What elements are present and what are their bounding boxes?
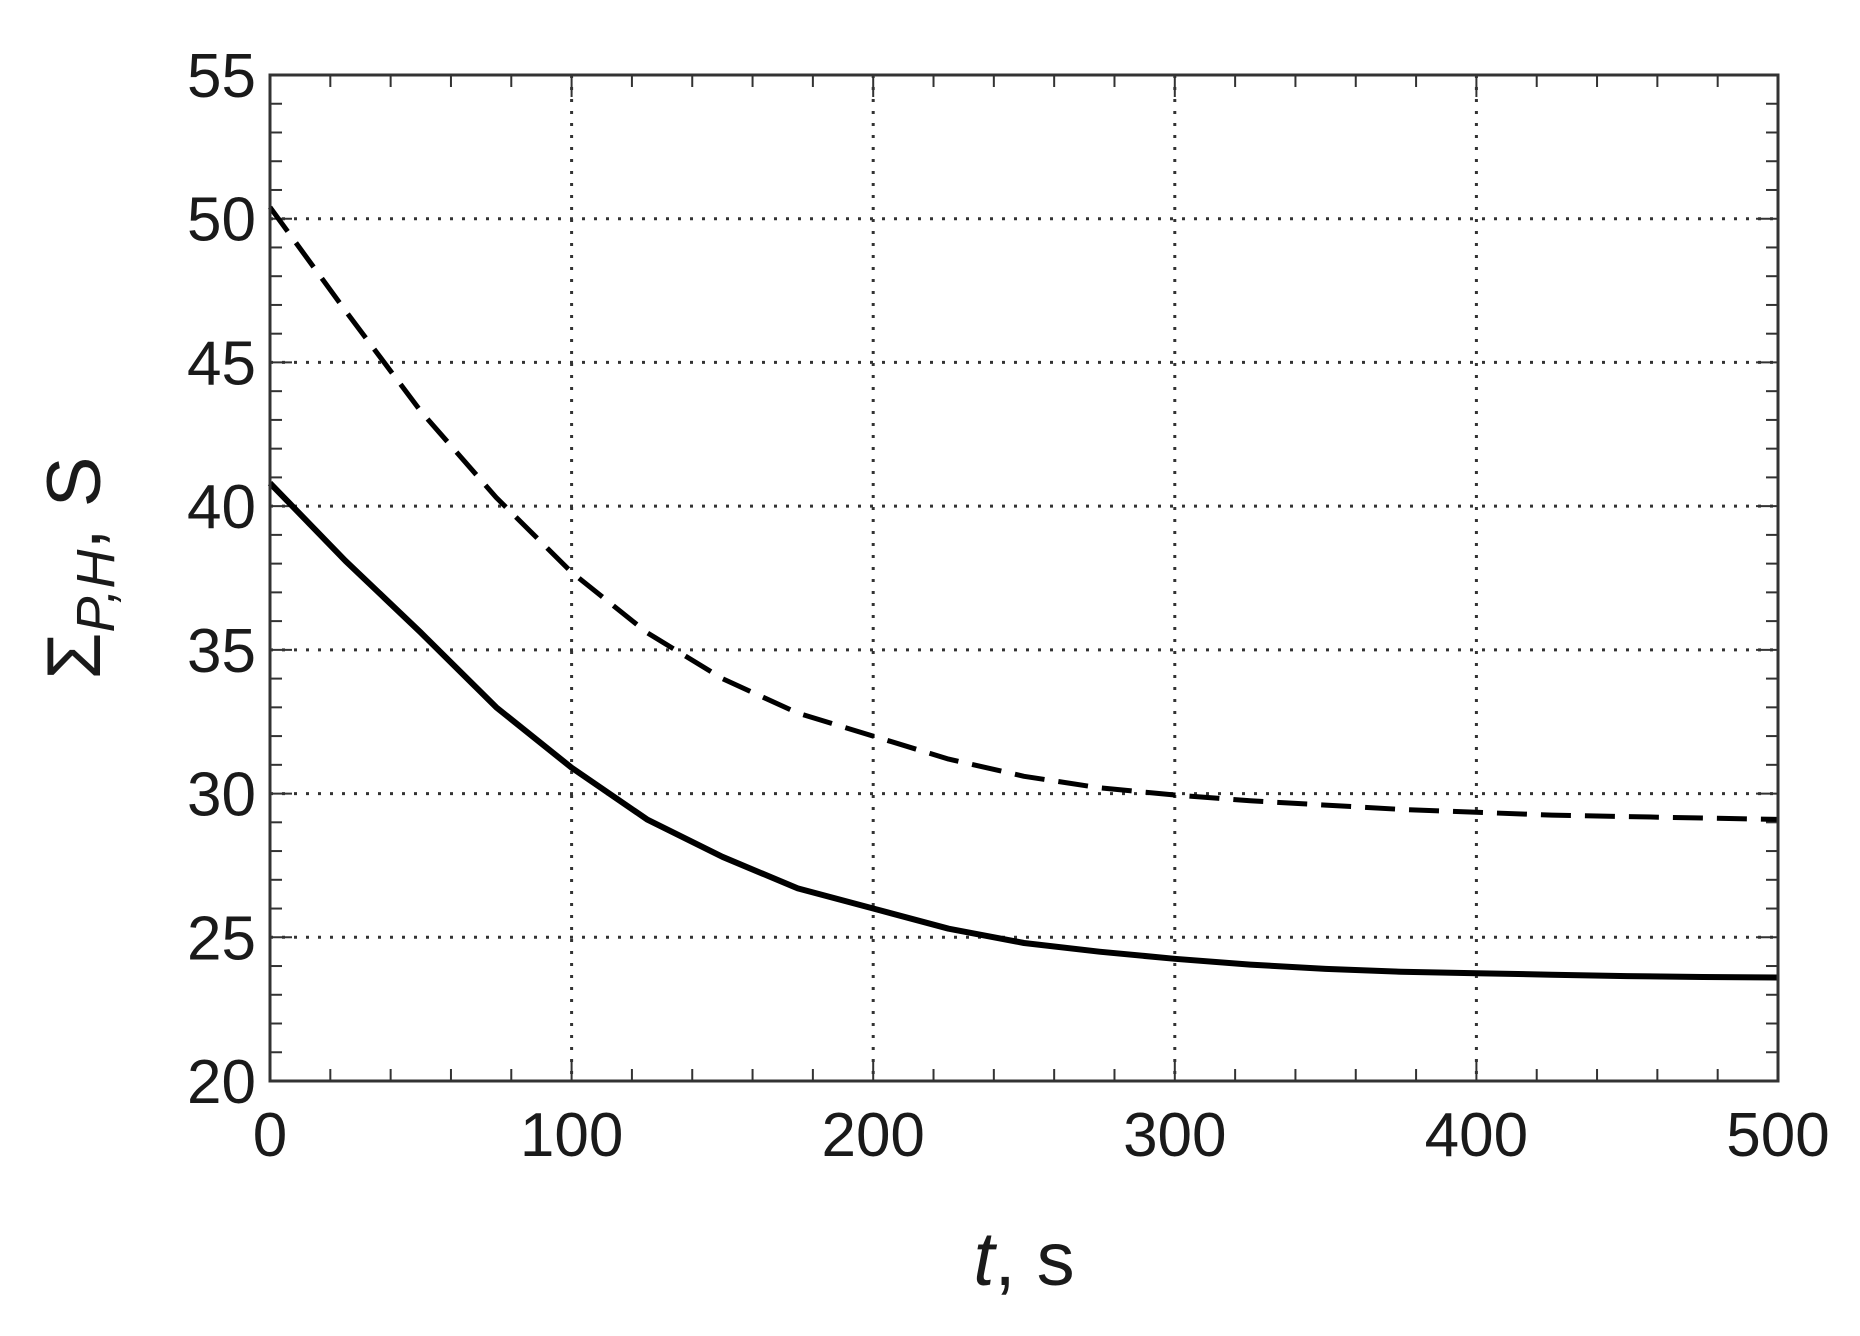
- x-axis-title: t, s: [973, 1217, 1074, 1302]
- x-tick-label: 500: [1726, 1101, 1829, 1170]
- plot-frame: [268, 73, 1780, 1083]
- y-tick-label: 55: [187, 42, 256, 111]
- x-tick-label: 100: [520, 1101, 623, 1170]
- series-line-dashed: [267, 205, 1779, 822]
- minor-ticks: [269, 74, 1779, 1082]
- series-lines: [267, 205, 1779, 981]
- y-tick-label: 45: [187, 329, 256, 398]
- y-axis-symbol: Σ: [32, 633, 117, 680]
- y-tick-label: 25: [187, 904, 256, 973]
- y-tick-label: 30: [187, 761, 256, 830]
- x-tick-label: 200: [821, 1101, 924, 1170]
- y-tick-label: 50: [187, 186, 256, 255]
- y-axis-subscript: P,H: [66, 548, 126, 632]
- y-tick-labels: 20 25 30 35 40 45 50 55: [187, 42, 256, 1117]
- y-axis-title: ΣP,H, S: [32, 457, 126, 680]
- y-tick-label: 40: [187, 473, 256, 542]
- x-tick-label: 300: [1123, 1101, 1226, 1170]
- x-tick-label: 0: [253, 1101, 287, 1170]
- y-tick-label: 35: [187, 617, 256, 686]
- x-tick-label: 400: [1425, 1101, 1528, 1170]
- x-tick-labels: 0 100 200 300 400 500: [253, 1101, 1830, 1170]
- y-tick-label: 20: [187, 1048, 256, 1117]
- x-axis-variable: t: [973, 1217, 997, 1302]
- y-axis-suffix: , S: [32, 457, 117, 550]
- x-axis-unit: , s: [994, 1217, 1074, 1302]
- series-line-solid: [267, 481, 1779, 981]
